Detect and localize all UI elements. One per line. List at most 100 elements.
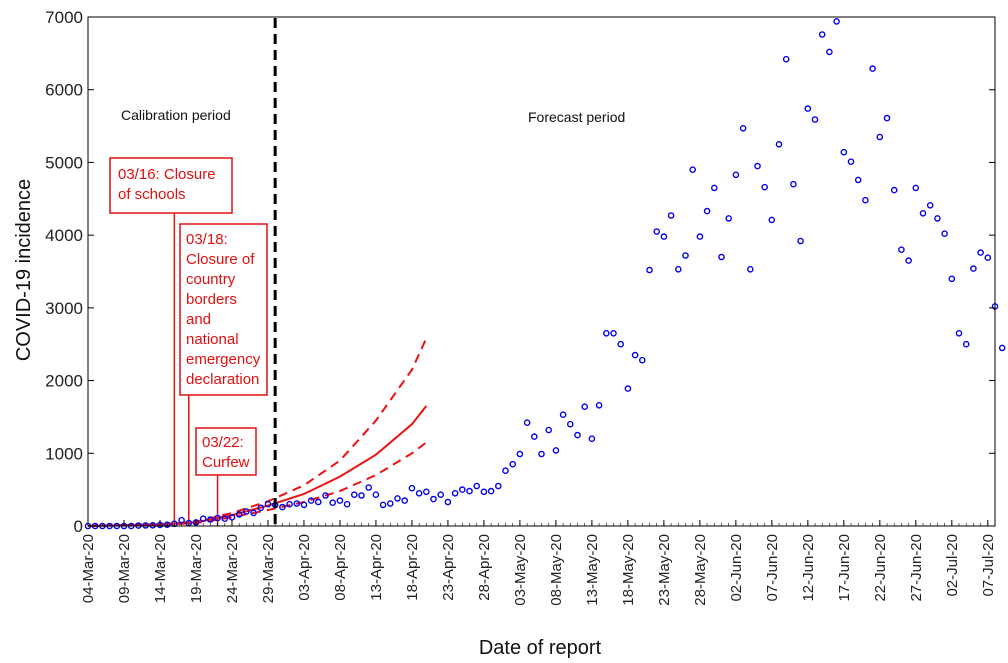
observed-point	[279, 503, 286, 511]
x-tick-label: 07-Jun-20	[764, 534, 781, 602]
observed-point	[401, 497, 409, 504]
observed-point	[660, 233, 668, 240]
observed-point	[970, 265, 977, 272]
y-tick-label: 2000	[45, 372, 83, 391]
observed-point	[919, 209, 927, 217]
observed-point	[286, 500, 293, 508]
observed-point	[739, 125, 747, 132]
observed-point	[977, 249, 984, 256]
y-tick-label: 3000	[45, 299, 83, 318]
observed-point	[603, 329, 610, 337]
annotation-line: and	[186, 311, 211, 328]
observed-point	[350, 491, 358, 499]
x-tick-label: 28-May-20	[692, 534, 709, 606]
annotation-border-closure: 03/18: Closure of country borders and na…	[179, 223, 268, 526]
observed-point	[646, 266, 653, 274]
observed-point	[214, 514, 221, 522]
observed-point	[854, 176, 862, 184]
x-axis-ticks: 04-Mar-20 09-Mar-20 14-Mar-20 19-Mar-20 24-M…	[80, 520, 997, 606]
observed-point	[523, 419, 531, 427]
observed-point	[689, 166, 697, 173]
x-tick-label: 18-Apr-20	[404, 534, 421, 601]
observed-point	[329, 499, 337, 507]
y-tick-label: 7000	[45, 8, 83, 27]
observed-point	[307, 497, 315, 504]
x-tick-label: 03-Apr-20	[296, 534, 313, 601]
x-tick-label: 17-Jun-20	[836, 534, 853, 602]
forecast-median-line	[87, 405, 428, 527]
observed-point	[890, 186, 898, 194]
observed-point	[199, 515, 207, 523]
x-tick-label: 08-Apr-20	[332, 534, 349, 601]
intervention-annotations: 03/16: Closure of schools 03/18: Closure…	[109, 157, 268, 526]
x-tick-label: 24-Mar-20	[224, 534, 241, 603]
observed-point	[343, 500, 351, 508]
observed-point	[912, 184, 920, 192]
observed-point	[322, 492, 329, 499]
observed-point	[250, 509, 257, 517]
x-tick-label: 29-Mar-20	[260, 534, 277, 603]
observed-point	[998, 344, 1006, 352]
forecast-curves	[87, 337, 428, 527]
observed-point	[818, 31, 826, 38]
observed-point	[502, 467, 509, 475]
observed-point	[437, 491, 445, 499]
annotation-line: declaration	[186, 371, 259, 388]
x-axis-title: Date of report	[479, 637, 602, 659]
observed-point	[458, 486, 466, 493]
observed-point	[394, 495, 401, 502]
observed-point	[905, 257, 912, 264]
y-axis-ticks: 0 1000 2000 3000 4000 5000 6000 7000	[45, 8, 995, 536]
observed-point	[840, 148, 848, 156]
observed-point	[617, 340, 625, 348]
observed-point	[243, 508, 250, 515]
y-axis-title: COVID-19 incidence	[13, 179, 35, 361]
observed-point	[588, 435, 596, 443]
x-tick-label: 23-Apr-20	[440, 534, 457, 601]
observed-point	[567, 420, 574, 428]
x-tick-label: 28-Apr-20	[476, 534, 493, 601]
observed-point	[876, 133, 884, 141]
observed-point	[574, 431, 581, 439]
x-tick-label: 09-Mar-20	[116, 534, 133, 603]
observed-point	[552, 447, 560, 454]
observed-point	[415, 489, 423, 497]
observed-point	[372, 491, 380, 499]
y-tick-label: 0	[74, 517, 83, 536]
annotation-line: 03/16: Closure	[118, 166, 216, 183]
x-tick-label: 12-Jun-20	[800, 534, 817, 602]
observed-point	[314, 498, 322, 506]
observed-point	[235, 511, 243, 518]
observed-point	[487, 487, 495, 495]
observed-point	[898, 246, 905, 253]
observed-point	[926, 201, 934, 209]
observed-point	[711, 184, 718, 192]
y-tick-label: 5000	[45, 153, 83, 172]
x-tick-label: 19-Mar-20	[188, 534, 205, 603]
annotation-line: Curfew	[202, 454, 250, 471]
annotation-text: 03/18: Closure of country borders and na…	[186, 231, 264, 388]
observed-point	[883, 114, 891, 122]
annotation-text: 03/16: Closure of schools	[118, 166, 220, 203]
annotation-line: of schools	[118, 186, 186, 203]
annotation-text: 03/22: Curfew	[202, 434, 250, 471]
observed-point	[149, 522, 157, 529]
observed-point	[761, 183, 769, 191]
calibration-period-label: Calibration period	[121, 107, 231, 123]
observed-point	[639, 356, 646, 364]
observed-point	[336, 497, 344, 504]
observed-point	[430, 495, 437, 503]
observed-point	[531, 433, 538, 440]
x-tick-label: 23-May-20	[656, 534, 673, 606]
annotation-line: borders	[186, 291, 237, 308]
x-tick-label: 27-Jun-20	[908, 534, 925, 602]
observed-point	[862, 196, 869, 204]
annotation-line: national	[186, 331, 239, 348]
observed-point	[386, 500, 394, 507]
observed-point	[833, 18, 840, 25]
observed-point	[696, 233, 704, 240]
observed-points	[84, 18, 1006, 530]
observed-point	[207, 516, 214, 523]
observed-point	[538, 450, 545, 458]
